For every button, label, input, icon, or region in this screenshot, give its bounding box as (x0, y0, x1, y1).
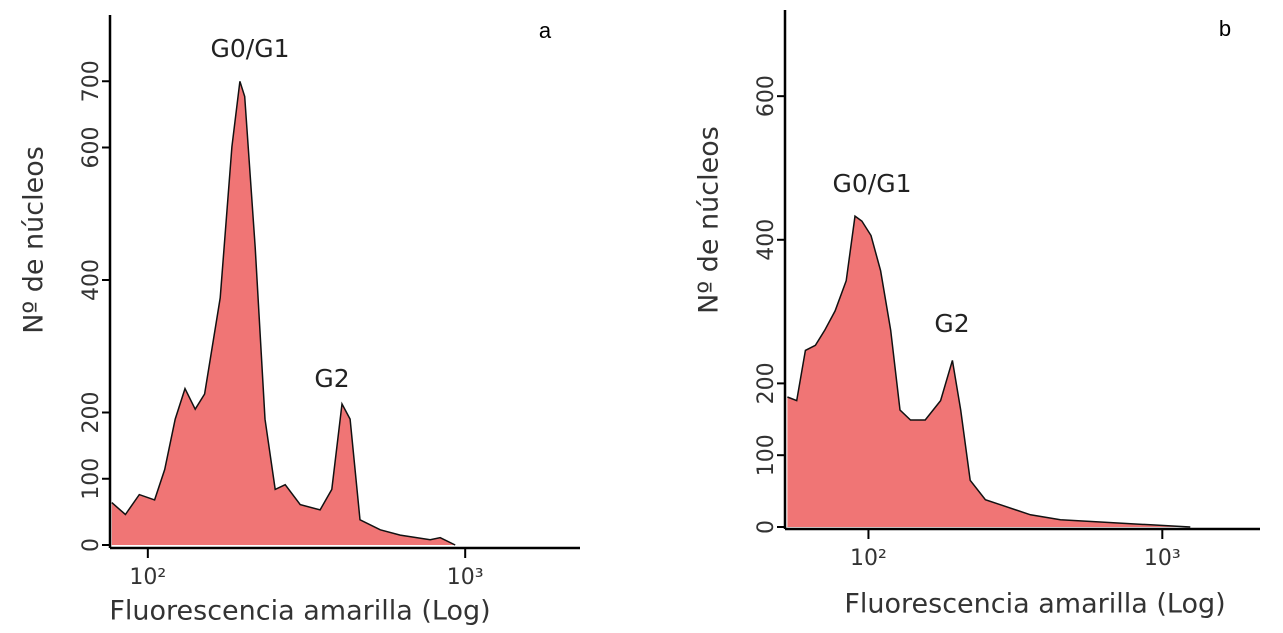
area-fill (787, 216, 1191, 527)
y-tick-label: 0 (754, 520, 779, 534)
x-tick-label: 10³ (1144, 546, 1181, 571)
area-fill (111, 81, 456, 546)
peak-annotation: G0/G1 (833, 169, 912, 198)
x-tick-label: 10³ (447, 565, 484, 590)
y-tick-label: 400 (754, 219, 779, 261)
x-tick-label: 10² (850, 546, 887, 571)
peak-annotation: G2 (314, 364, 349, 393)
peak-annotation: G2 (934, 309, 969, 338)
peak-annotation: G0/G1 (211, 34, 290, 63)
histogram-line (787, 214, 1191, 528)
histogram-line (111, 81, 456, 546)
x-axis-label: Fluorescencia amarilla (Log) (109, 596, 490, 627)
y-tick-label: 0 (79, 538, 104, 552)
y-tick-label: 200 (754, 362, 779, 404)
x-tick-label: 10² (129, 565, 166, 590)
x-axis-label: Fluorescencia amarilla (Log) (844, 589, 1225, 620)
y-tick-label: 700 (79, 60, 104, 102)
y-tick-label: 600 (79, 127, 104, 169)
panel-label: a (539, 18, 552, 43)
y-tick-label: 200 (79, 392, 104, 434)
y-tick-label: 100 (79, 458, 104, 500)
y-tick-label: 400 (79, 259, 104, 301)
y-tick-label: 100 (754, 434, 779, 476)
panel-label: b (1219, 16, 1231, 41)
y-tick-label: 600 (754, 75, 779, 117)
y-axis-label: Nº de núcleos (19, 146, 50, 334)
y-axis-label: Nº de núcleos (694, 126, 725, 314)
